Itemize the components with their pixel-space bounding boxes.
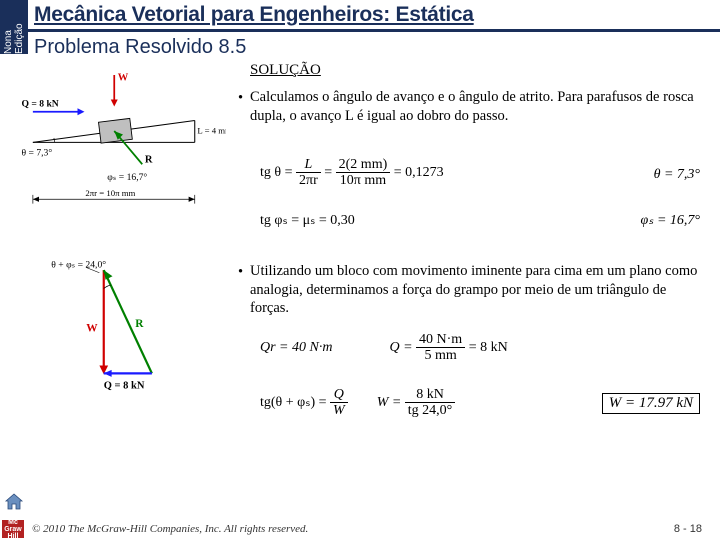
diag2-Q-label: Q = 8 kN xyxy=(104,380,145,391)
equation-row-2: tg φₛ = μₛ = 0,30 φₛ = 16,7° xyxy=(260,212,700,240)
diagram-1: L = 4 mm W Q = 8 kN R θ = 7,3° φₛ = 16,7… xyxy=(6,68,226,208)
equation-row-4: tg(θ + φₛ) = Q W W = 8 kN tg 24,0° W = 1… xyxy=(260,387,700,427)
bullet-2: •Utilizando um bloco com movimento imine… xyxy=(250,262,708,318)
copyright-text: © 2010 The McGraw-Hill Companies, Inc. A… xyxy=(32,523,308,535)
eq4-frac2-den: tg 24,0° xyxy=(405,403,456,418)
diag1-L-label: L = 4 mm xyxy=(197,126,226,136)
eq4-frac1-den: W xyxy=(330,403,348,418)
home-icon[interactable] xyxy=(4,492,24,512)
eq1-result: = 0,1273 xyxy=(394,165,444,180)
eq3-frac: 40 N·m 5 mm xyxy=(416,332,465,364)
footer: © 2010 The McGraw-Hill Companies, Inc. A… xyxy=(0,518,720,540)
diag2-W-label: W xyxy=(86,322,98,334)
eq1-frac2: 2(2 mm) 10π mm xyxy=(336,157,391,189)
page-number: 8 - 18 xyxy=(674,523,702,535)
eq1-prefix: tg θ = xyxy=(260,165,293,180)
eq1-frac2-num: 2(2 mm) xyxy=(336,157,391,173)
diag1-theta-label: θ = 7,3° xyxy=(22,148,53,159)
eq4-frac2-num: 8 kN xyxy=(405,387,456,403)
eq1-eq: = xyxy=(324,165,332,180)
slide-content: SOLUÇÃO •Calculamos o ângulo de avanço e… xyxy=(0,62,720,516)
eq3-frac-den: 5 mm xyxy=(416,348,465,363)
title-bar: Mecânica Vetorial para Engenheiros: Está… xyxy=(28,0,720,32)
equation-row-1: tg θ = L 2πr = 2(2 mm) 10π mm = 0,1273 θ… xyxy=(260,157,700,199)
diag2-angle-label: θ + φₛ = 24,0° xyxy=(51,260,106,271)
eq2-left: tg φₛ = μₛ = 0,30 xyxy=(260,213,355,228)
eq2-right: φₛ = 16,7° xyxy=(640,212,700,229)
diag1-Q-label: Q = 8 kN xyxy=(22,99,59,110)
eq1-frac1-den: 2πr xyxy=(296,173,321,188)
eq4-frac1-num: Q xyxy=(330,387,348,403)
diag1-phis-label: φₛ = 16,7° xyxy=(107,172,147,183)
equation-row-3: Qr = 40 N·m Q = 40 N·m 5 mm = 8 kN xyxy=(260,332,700,372)
diag1-circ-label: 2πr = 10π mm xyxy=(85,188,135,198)
problem-number: Problema Resolvido 8.5 xyxy=(34,36,246,59)
diag2-R-label: R xyxy=(135,318,144,330)
eq3-frac-num: 40 N·m xyxy=(416,332,465,348)
eq4-mid-lhs: W = xyxy=(377,395,402,410)
bullet-1: •Calculamos o ângulo de avanço e o ângul… xyxy=(250,88,708,125)
solution-heading: SOLUÇÃO xyxy=(250,62,321,79)
eq4-frac2: 8 kN tg 24,0° xyxy=(405,387,456,419)
eq4-frac1: Q W xyxy=(330,387,348,419)
bullet-dot: • xyxy=(238,89,243,108)
bullet-dot: • xyxy=(238,263,243,282)
diag1-W-label: W xyxy=(118,72,129,83)
bullet-2-text: Utilizando um bloco com movimento iminen… xyxy=(250,263,697,316)
eq1-theta: θ = 7,3° xyxy=(654,167,700,183)
problem-subtitle: Problema Resolvido 8.5 xyxy=(28,32,246,62)
eq4-boxed-result: W = 17.97 kN xyxy=(602,393,700,414)
eq3-mid-lhs: Q = xyxy=(389,340,412,355)
eq3-left: Qr = 40 N·m xyxy=(260,340,332,355)
eq3-result: = 8 kN xyxy=(469,340,508,355)
diagram-2: W R Q = 8 kN θ + φₛ = 24,0° xyxy=(40,257,220,397)
eq4-prefix: tg(θ + φₛ) = xyxy=(260,395,327,410)
edition-tab: Nona Edição xyxy=(0,0,28,54)
eq1-frac2-den: 10π mm xyxy=(336,173,391,188)
eq1-frac1: L 2πr xyxy=(296,157,321,189)
book-title: Mecânica Vetorial para Engenheiros: Está… xyxy=(34,3,474,27)
bullet-1-text: Calculamos o ângulo de avanço e o ângulo… xyxy=(250,89,694,124)
eq1-frac1-num: L xyxy=(296,157,321,173)
diag1-R-label: R xyxy=(145,155,153,166)
